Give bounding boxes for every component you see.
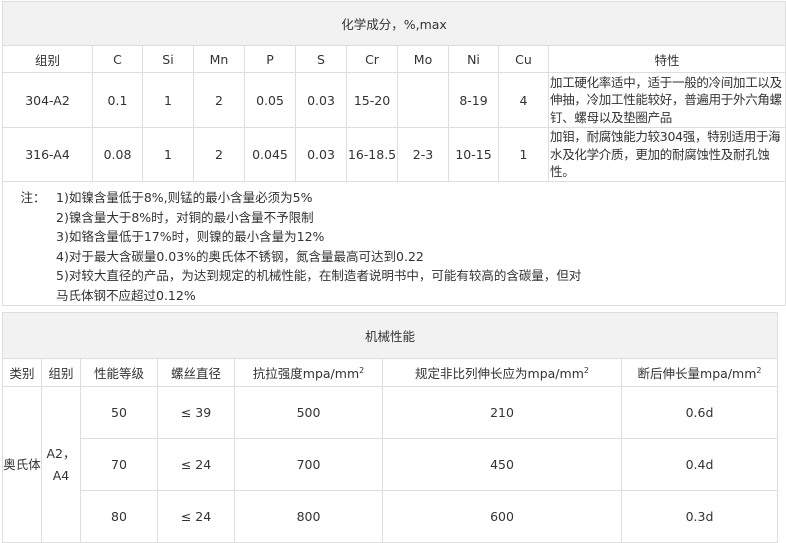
column-header: Cr	[346, 45, 398, 73]
note-line: 2)镍含量大于8%时，对铜的最小含量不予限制	[56, 209, 314, 225]
column-header: Ni	[448, 45, 499, 73]
chemical-title: 化学成分，%,max	[1, 1, 786, 46]
table-cell: 8-19	[448, 72, 499, 128]
table-cell: 1	[142, 127, 194, 182]
column-header: 组别	[41, 358, 81, 387]
table-row: 316-A4 0.08 1 2 0.045 0.03 16-18.5 2-3 10-15 1 加钼，…	[2, 127, 786, 182]
table-row: 304-A2 0.1 1 2 0.05 0.03 15-20 8-19 4 加工硬化率适中，适于一…	[2, 72, 786, 128]
table-cell: ≤ 24	[157, 490, 235, 543]
column-header: 规定非比列伸长应为mpa/mm2	[382, 358, 622, 387]
table-cell: 2	[193, 72, 245, 128]
table-cell: 0.03	[295, 72, 347, 128]
table-cell: 316-A4	[2, 127, 93, 182]
column-header-label: 抗拉强度mpa/mm	[252, 366, 360, 381]
column-header-label: 类别	[9, 366, 35, 381]
column-header: Si	[142, 45, 194, 73]
table-cell: 600	[382, 490, 622, 543]
table-cell: 0.08	[92, 127, 143, 182]
table-cell: 1	[498, 127, 549, 182]
table-cell: 1	[142, 72, 194, 128]
column-header: 断后伸长量mpa/mm2	[620, 358, 779, 387]
category-cell: 奥氏体	[2, 386, 42, 543]
column-header-label: 性能等级	[93, 366, 144, 381]
table-cell: 70	[80, 438, 158, 491]
table-row: 80 ≤ 24 800 600 0.3d	[3, 490, 779, 543]
table-cell: 80	[80, 490, 158, 543]
chemical-header-row: 组别 C Si Mn P S Cr Mo Ni Cu 特性	[2, 45, 786, 73]
chemical-composition-table: 化学成分，%,max 组别 C Si Mn P S Cr Mo Ni Cu 特性 304-A2 0.1…	[1, 1, 786, 306]
notes: 注： 1)如镍含量低于8%,则锰的最小含量必须为5% 2)镍含量大于8%时，对铜的…	[1, 181, 786, 306]
note-line: 5)对较大直径的产品，为达到规定的机械性能，在制造者说明书中，可能有较高的含碳量…	[56, 268, 582, 283]
column-header: P	[244, 45, 296, 73]
column-header: 类别	[2, 358, 42, 387]
column-header: 螺丝直径	[157, 358, 235, 387]
column-header: Mo	[397, 45, 449, 73]
table-cell: ≤ 39	[157, 386, 235, 439]
table-cell: 0.045	[244, 127, 296, 182]
table-cell: 16-18.5	[346, 127, 398, 182]
table-cell: 2	[193, 127, 245, 182]
table-cell: 700	[234, 438, 383, 491]
table-cell: 10-15	[448, 127, 499, 182]
mechanical-header-row: 类别 组别 性能等级 螺丝直径 抗拉强度mpa/mm2 规定非比列伸长应为mpa/mm2 断…	[2, 358, 779, 387]
table-cell: 500	[234, 386, 383, 439]
note-line: 4)对于最大含碳量0.03%的奥氏体不锈钢，氮含量最高可达到0.22	[56, 248, 424, 264]
column-header: 性能等级	[80, 358, 158, 387]
table-cell: 800	[234, 490, 383, 543]
group-cell: A2，A4	[41, 386, 81, 543]
table-cell: 0.05	[244, 72, 296, 128]
table-cell: 210	[382, 386, 622, 439]
column-header: 抗拉强度mpa/mm2	[234, 358, 383, 387]
table-cell: 50	[80, 386, 158, 439]
notes-label: 注：	[20, 190, 46, 205]
property-description: 加工硬化率适中，适于一般的冷间加工以及伸抽，冷加工性能较好，普遍用于外六角螺钉、…	[547, 72, 786, 128]
table-cell: 15-20	[346, 72, 398, 128]
unit-superscript: 2	[756, 365, 762, 375]
table-cell: 0.1	[92, 72, 143, 128]
column-header-label: 断后伸长量mpa/mm	[637, 366, 757, 381]
column-header-label: 组别	[48, 366, 74, 381]
column-header: Mn	[193, 45, 245, 73]
note-line: 马氏体钢不应超过0.12%	[56, 287, 196, 303]
table-cell: ≤ 24	[157, 438, 235, 491]
unit-superscript: 2	[583, 365, 589, 375]
table-row: 70 ≤ 24 700 450 0.4d	[3, 438, 779, 491]
mechanical-properties-table: 机械性能 类别 组别 性能等级 螺丝直径 抗拉强度mpa/mm2 规定非比列伸长应为mpa…	[1, 312, 779, 543]
mechanical-title: 机械性能	[1, 312, 779, 359]
note-line: 3)如铬含量低于17%时，则镍的最小含量为12%	[56, 229, 325, 244]
column-header: Cu	[498, 45, 549, 73]
property-description: 加钼，耐腐蚀能力较304强，特别适用于海水及化学介质，更加的耐腐蚀性及耐孔蚀性。	[547, 127, 786, 182]
note-line: 1)如镍含量低于8%,则锰的最小含量必须为5%	[56, 190, 313, 205]
column-header-label: 规定非比列伸长应为mpa/mm	[415, 366, 584, 381]
column-header: C	[92, 45, 143, 73]
table-row: 奥氏体 A2，A4 50 ≤ 39 500 210 0.6d	[2, 386, 779, 543]
table-cell: 0.3d	[620, 490, 779, 543]
table-cell: 304-A2	[2, 72, 93, 128]
table-cell: 0.6d	[620, 386, 779, 439]
column-header: 特性	[547, 45, 786, 73]
table-cell: 4	[498, 72, 549, 128]
column-header-label: 螺丝直径	[170, 366, 221, 381]
table-cell	[397, 72, 449, 128]
unit-superscript: 2	[359, 365, 365, 375]
table-cell: 0.4d	[620, 438, 779, 491]
column-header: S	[295, 45, 347, 73]
table-cell: 0.03	[295, 127, 347, 182]
table-cell: 2-3	[397, 127, 449, 182]
table-cell: 450	[382, 438, 622, 491]
column-header: 组别	[2, 45, 93, 73]
